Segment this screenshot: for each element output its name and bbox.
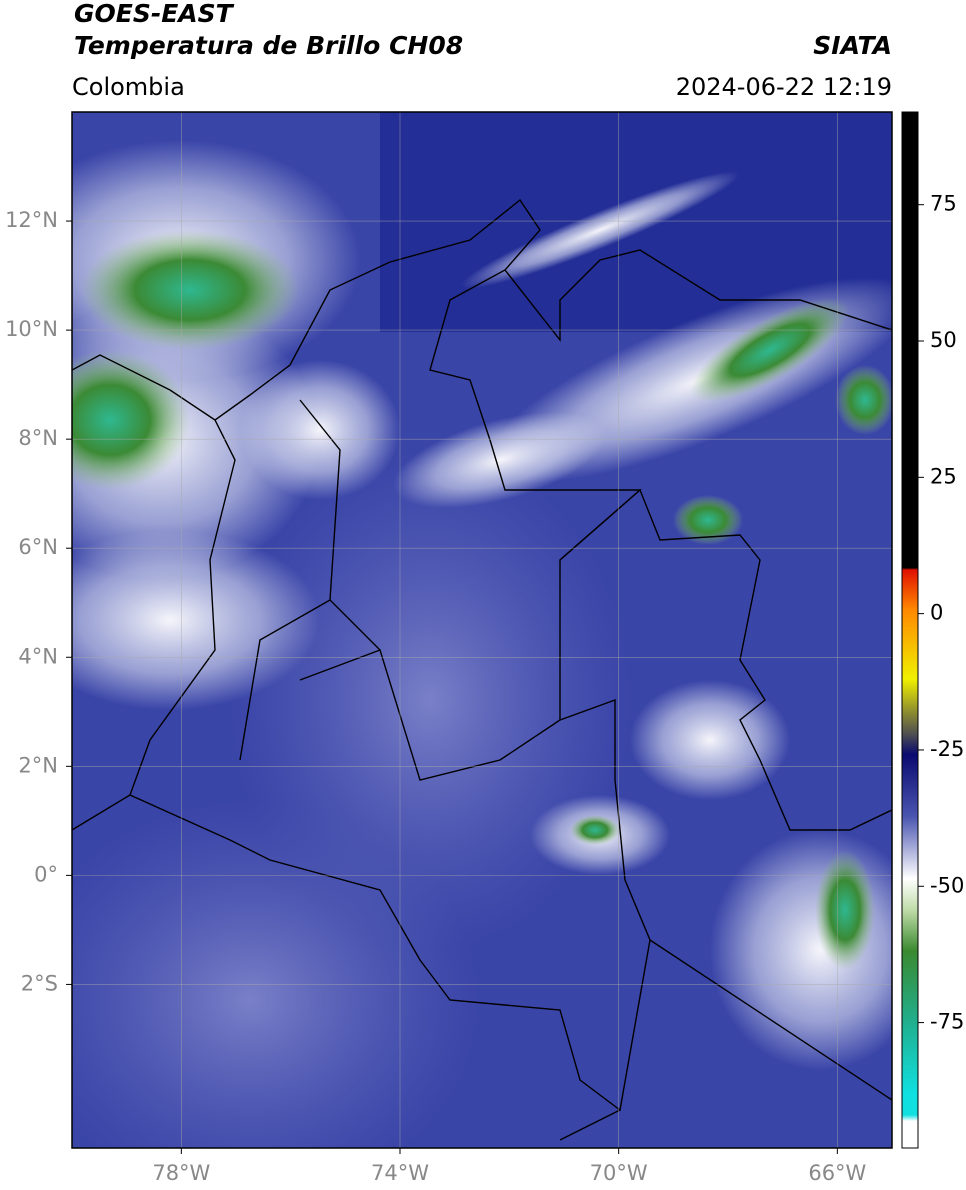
colorbar-tick-label: -25 bbox=[930, 737, 964, 761]
subtitle: Temperatura de Brillo CH08 bbox=[74, 31, 463, 60]
y-tick-label: 8°N bbox=[18, 426, 58, 450]
x-tick-label: 78°W bbox=[152, 1161, 210, 1185]
colorbar-tick-label: 0 bbox=[930, 601, 943, 625]
colorbar-tick-label: 75 bbox=[930, 192, 957, 216]
x-tick-label: 70°W bbox=[590, 1161, 648, 1185]
colorbar-tick-label: -50 bbox=[930, 873, 964, 897]
colorbar-tick-label: 50 bbox=[930, 328, 957, 352]
x-tick-label: 74°W bbox=[371, 1161, 429, 1185]
y-tick-label: 2°S bbox=[21, 971, 58, 995]
graticule bbox=[72, 112, 892, 1148]
colorbar-tick-label: -75 bbox=[930, 1010, 964, 1034]
y-tick-label: 10°N bbox=[5, 317, 58, 341]
y-tick-label: 2°N bbox=[18, 753, 58, 777]
colorbar bbox=[901, 111, 919, 1149]
source: SIATA bbox=[813, 31, 892, 60]
y-tick-label: 4°N bbox=[18, 644, 58, 668]
satellite-image bbox=[72, 112, 892, 1148]
title: GOES-EAST bbox=[74, 0, 235, 28]
y-tick-label: 6°N bbox=[18, 535, 58, 559]
datetime: 2024-06-22 12:19 bbox=[676, 73, 892, 101]
map-frame bbox=[71, 111, 893, 1149]
y-tick-label: 12°N bbox=[5, 208, 58, 232]
y-tick-label: 0° bbox=[34, 862, 58, 886]
x-tick-label: 66°W bbox=[808, 1161, 866, 1185]
region: Colombia bbox=[72, 73, 185, 101]
colorbar-tick-label: 25 bbox=[930, 464, 957, 488]
